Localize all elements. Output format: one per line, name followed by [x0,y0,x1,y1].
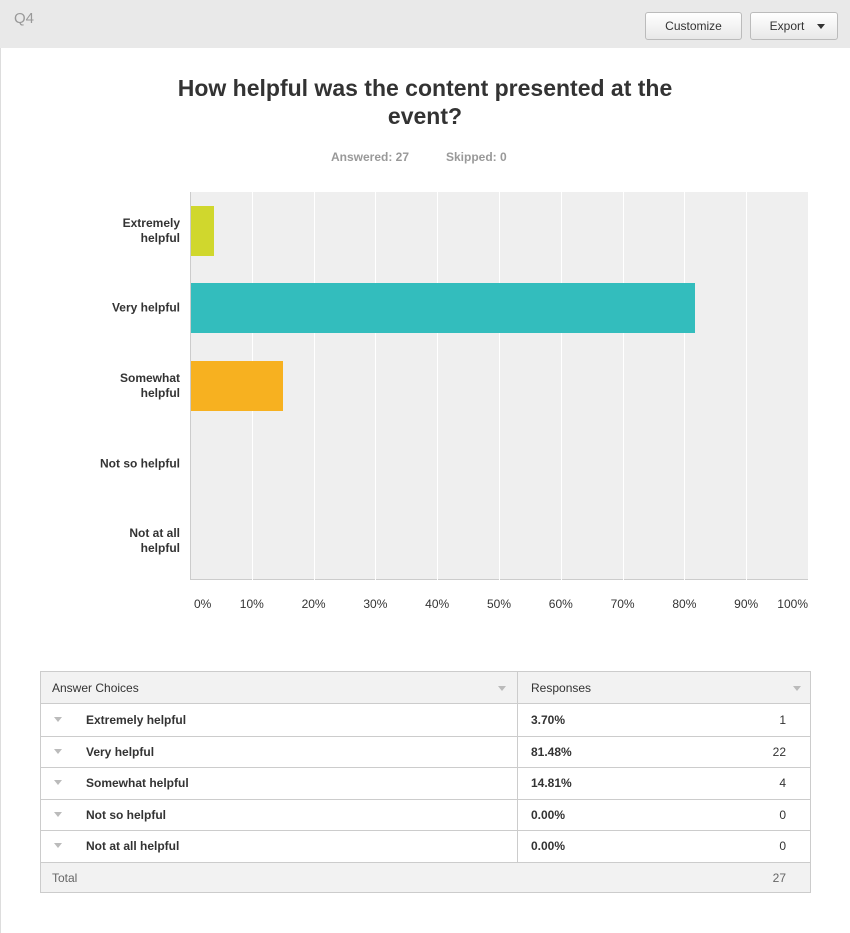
response-percent: 0.00% [531,839,566,853]
export-arrow [817,24,825,29]
sort-caret[interactable] [498,686,506,691]
grid-line [684,192,686,580]
y-tick-label: Extremely helpful [122,215,180,245]
answer-choice: Somewhat helpful [86,776,189,790]
x-tick-label: 70% [610,597,635,611]
x-tick-label: 10% [239,597,264,611]
sort-caret[interactable] [793,686,801,691]
x-tick-label: 0% [194,597,212,611]
grid-line [560,192,562,580]
x-tick-label: 30% [363,597,388,611]
row-caret[interactable] [54,843,62,848]
export-label: Export [769,19,805,33]
response-count: 0 [779,839,786,853]
response-percent: 14.81% [531,776,572,790]
response-percent: 81.48% [531,744,572,759]
customize-button[interactable]: Customize [645,12,742,40]
y-tick-label: Somewhat helpful [119,371,180,400]
table-header [40,671,811,704]
grid-line [437,192,439,580]
total-row [40,861,811,893]
x-tick-label: 90% [734,597,759,611]
grid-line [746,192,748,580]
row-divider [40,735,811,737]
response-percent: 3.70% [531,713,566,727]
y-tick-label: Very helpful [111,300,180,315]
row-caret[interactable] [54,811,62,817]
x-tick-label: 40% [425,597,450,611]
answer-choice: Not so helpful [86,807,166,822]
response-count: 1 [779,713,786,727]
response-percent: 0.00% [531,807,566,822]
bar [191,283,695,334]
skipped-count: Skipped: 0 [446,150,507,164]
bar [191,205,214,256]
grid-line [622,192,624,580]
answer-choice: Not at all helpful [86,839,180,853]
total-count: 27 [772,870,786,885]
total-label: Total [52,870,78,885]
response-count: 0 [779,807,786,822]
grid-line [375,192,377,580]
row-caret[interactable] [54,780,62,785]
answer-choice: Extremely helpful [86,713,187,727]
export-button[interactable]: Export [750,12,838,40]
column-divider [517,671,518,862]
bar [191,361,283,411]
row-caret[interactable] [54,717,62,722]
row-divider [40,830,811,831]
column-header: Answer Choices [52,681,139,695]
column-header: Responses [531,681,592,695]
chart-title: How helpful was the content presented at… [177,75,673,129]
x-tick-label: 100% [777,597,808,611]
grid-line [499,192,500,580]
answer-choice: Very helpful [86,744,155,759]
x-tick-label: 80% [672,597,697,611]
row-divider [40,798,811,800]
response-count: 4 [779,776,786,790]
question-number: Q4 [14,10,35,27]
x-tick-label: 50% [486,597,512,611]
row-caret[interactable] [54,748,62,754]
row-divider [40,767,811,768]
answered-count: Answered: 27 [331,150,410,164]
response-count: 22 [772,744,786,759]
y-tick-label: Not at all helpful [129,526,180,556]
grid-line [313,192,315,580]
panel-border [0,48,850,933]
y-tick-label: Not so helpful [100,456,180,471]
x-tick-label: 20% [301,597,326,611]
x-tick-label: 60% [548,597,573,611]
